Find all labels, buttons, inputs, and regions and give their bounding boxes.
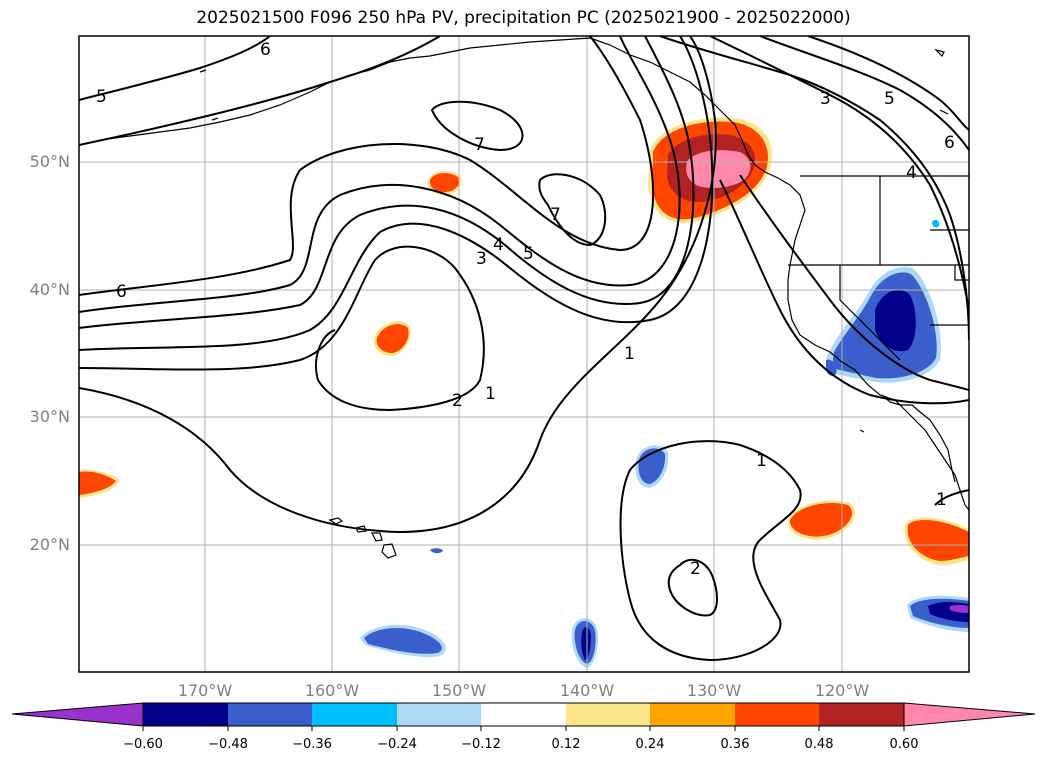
pv-contour — [538, 173, 607, 247]
colorbar-tick-label: −0.12 — [461, 737, 501, 752]
contour-label: 2 — [452, 391, 463, 411]
colorbar-swatch — [566, 703, 650, 726]
contour-label: 1 — [936, 490, 947, 510]
precip-shading — [79, 117, 969, 668]
pv-contours — [79, 36, 969, 662]
pv-contour — [79, 36, 681, 313]
colorbar-tick-label: −0.24 — [377, 737, 417, 752]
colorbar-extend-min — [11, 702, 144, 727]
colorbar — [11, 702, 1036, 731]
pv-contour — [667, 558, 718, 617]
colorbar-swatch — [143, 703, 228, 726]
pv-contour — [709, 36, 969, 311]
map-frame — [78, 35, 970, 673]
map-title: 2025021500 F096 250 hPa PV, precipitatio… — [196, 8, 851, 28]
lon-label: 130°W — [686, 681, 742, 700]
pv-contour — [79, 36, 714, 351]
contour-label: 4 — [493, 235, 504, 255]
pv-contour — [79, 245, 485, 412]
lon-label: 160°W — [304, 681, 360, 700]
colorbar-swatch — [735, 703, 819, 726]
contour-label: 6 — [944, 133, 955, 153]
lon-label: 140°W — [559, 681, 615, 700]
colorbar-swatch — [650, 703, 735, 726]
pv-contour — [719, 179, 969, 405]
colorbar-tick-label: 0.48 — [804, 737, 834, 752]
contour-label: 3 — [476, 249, 487, 269]
lon-label: 120°W — [814, 681, 870, 700]
contour-label: 1 — [624, 344, 635, 364]
contour-label: 7 — [550, 205, 561, 225]
gridlines — [79, 36, 969, 672]
contour-labels: 5 6 7 7 6 3 4 5 3 5 6 4 1 2 1 1 2 1 — [96, 40, 955, 579]
map-background — [79, 36, 969, 672]
colorbar-tick-label: 0.24 — [635, 737, 665, 752]
pv-contour — [79, 36, 655, 296]
lon-label: 150°W — [431, 681, 487, 700]
lat-label: 20°N — [29, 535, 70, 554]
colorbar-extend-max — [903, 702, 1036, 727]
contour-label: 5 — [884, 89, 895, 109]
contour-label: 2 — [690, 559, 701, 579]
colorbar-tick-label: −0.48 — [208, 737, 248, 752]
pv-contour — [430, 100, 524, 152]
pv-contour — [79, 36, 695, 329]
pv-contour — [619, 440, 802, 662]
contour-label: 3 — [820, 89, 831, 109]
contour-label: 5 — [523, 244, 534, 264]
contour-label: 4 — [906, 163, 917, 183]
colorbar-tick-label: −0.36 — [292, 737, 332, 752]
colorbar-swatch — [312, 703, 397, 726]
lat-label: 30°N — [29, 407, 70, 426]
colorbar-tick-label: −0.60 — [123, 737, 163, 752]
contour-label: 1 — [756, 451, 767, 471]
contour-label: 5 — [96, 87, 107, 107]
contour-label: 1 — [485, 384, 496, 404]
pv-contour — [759, 36, 969, 151]
contour-label: 7 — [474, 135, 485, 155]
colorbar-swatch — [819, 703, 904, 726]
colorbar-swatch — [228, 703, 312, 726]
lat-label: 40°N — [29, 280, 70, 299]
contour-label: 6 — [260, 40, 271, 60]
pv-contour — [79, 36, 717, 534]
colorbar-tick-label: 0.12 — [551, 737, 581, 752]
pv-contour — [659, 36, 969, 341]
colorbar-swatch — [481, 703, 566, 726]
pv-contour — [807, 36, 969, 131]
contour-label: 6 — [116, 282, 127, 302]
colorbar-tick-label: 0.36 — [720, 737, 750, 752]
colorbar-swatch — [397, 703, 481, 726]
pv-contour — [79, 36, 441, 146]
pv-contour — [79, 36, 271, 101]
pv-contour — [934, 489, 969, 506]
lat-label: 50°N — [29, 152, 70, 171]
lon-label: 170°W — [177, 681, 233, 700]
pv-contour — [739, 174, 969, 391]
colorbar-tick-label: 0.60 — [889, 737, 919, 752]
